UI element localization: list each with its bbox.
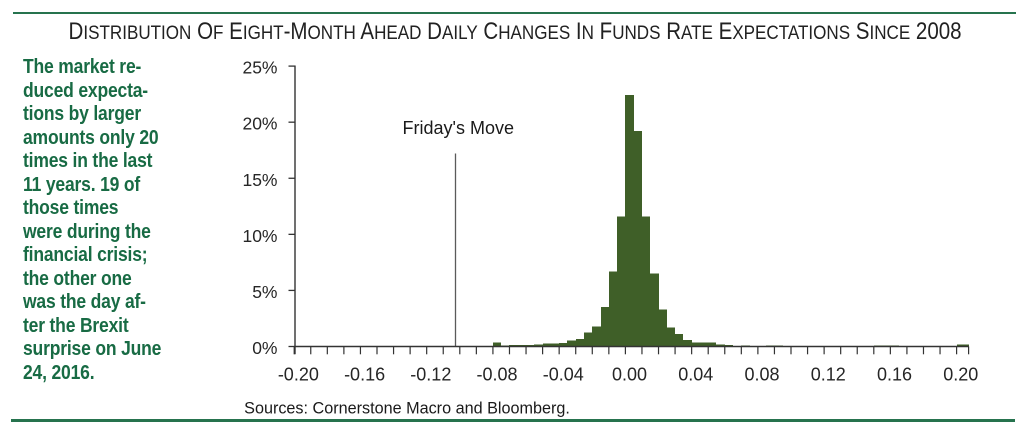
svg-text:Sources: Cornerstone Macro and: Sources: Cornerstone Macro and Bloomberg… bbox=[244, 400, 570, 418]
svg-text:-0.16: -0.16 bbox=[344, 364, 385, 384]
svg-text:-0.04: -0.04 bbox=[543, 364, 584, 384]
svg-text:-0.08: -0.08 bbox=[477, 364, 518, 384]
svg-text:25%: 25% bbox=[242, 58, 277, 78]
svg-text:0.20: 0.20 bbox=[943, 364, 978, 384]
svg-text:10%: 10% bbox=[242, 226, 277, 246]
svg-text:0.00: 0.00 bbox=[612, 364, 647, 384]
svg-text:5%: 5% bbox=[252, 282, 277, 302]
svg-text:-0.20: -0.20 bbox=[278, 364, 319, 384]
svg-text:0%: 0% bbox=[252, 338, 277, 358]
svg-text:0.16: 0.16 bbox=[877, 364, 912, 384]
svg-text:Friday's Move: Friday's Move bbox=[403, 118, 514, 138]
svg-text:20%: 20% bbox=[242, 114, 277, 134]
svg-text:-0.12: -0.12 bbox=[410, 364, 451, 384]
svg-text:15%: 15% bbox=[242, 170, 277, 190]
svg-text:0.08: 0.08 bbox=[744, 364, 779, 384]
svg-text:0.12: 0.12 bbox=[811, 364, 846, 384]
svg-text:0.04: 0.04 bbox=[678, 364, 713, 384]
